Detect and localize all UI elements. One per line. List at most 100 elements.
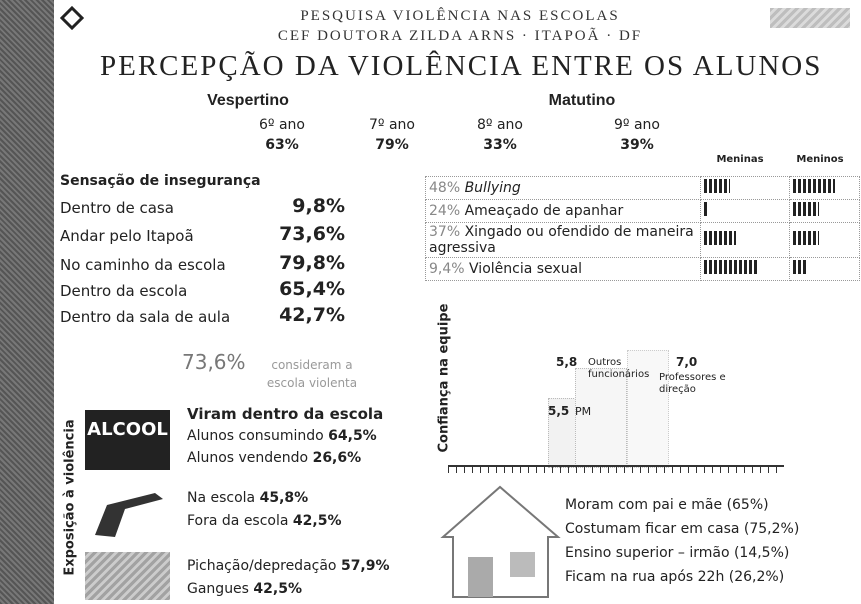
boys-icons: [793, 179, 835, 193]
exposure-line: Alunos vendendo 26,6%: [187, 450, 361, 466]
exposure-line-value: 57,9%: [341, 558, 390, 574]
exposure-line-label: Fora da escola: [187, 513, 288, 529]
graffiti-image: [85, 552, 170, 600]
shift-name: Matutino: [502, 92, 662, 110]
house-window: [510, 552, 535, 577]
side-strip: [0, 0, 54, 604]
trust-bar-value: 7,0: [676, 355, 697, 369]
trust-bar-label: Outros funcionários: [588, 357, 648, 381]
insecurity-title: Sensação de insegurança: [60, 173, 261, 189]
family-item: Moram com pai e mãe (65%): [565, 497, 769, 513]
shift-name: Vespertino: [168, 92, 328, 110]
table-header: Meninas: [700, 154, 780, 165]
table-cell: [701, 177, 790, 200]
exposure-line-value: 64,5%: [328, 428, 377, 444]
exposure-label: Exposição à violência: [63, 408, 78, 588]
violence-table: 48% Bullying 24% Ameaçado de apanhar 37%…: [425, 176, 860, 281]
insecurity-label: No caminho da escola: [60, 256, 226, 274]
family-item: Ensino superior – irmão (14,5%): [565, 545, 789, 561]
row-pct: 9,4%: [429, 261, 465, 277]
trust-bar-label: Professores e direção: [659, 372, 729, 396]
table-row: 37% Xingado ou ofendido de maneira agres…: [426, 223, 860, 258]
exposure-line: Gangues 42,5%: [187, 581, 302, 597]
exposure-line-label: Na escola: [187, 490, 255, 506]
table-cell: [789, 200, 859, 223]
row-pct: 37%: [429, 224, 460, 240]
table-cell: [789, 223, 859, 258]
exposure-line: Na escola 45,8%: [187, 490, 308, 506]
header-title: PESQUISA VIOLÊNCIA NAS ESCOLAS: [200, 8, 720, 25]
grade: 7º ano: [352, 117, 432, 133]
grade: 6º ano: [242, 117, 322, 133]
alcohol-image: ALCOOL: [85, 410, 170, 470]
table-row: 48% Bullying: [426, 177, 860, 200]
house-door: [468, 557, 493, 597]
exposure-line-label: Alunos consumindo: [187, 428, 324, 444]
body: PESQUISA VIOLÊNCIA NAS ESCOLAS CEF DOUTO…: [0, 0, 861, 604]
table-cell: 24% Ameaçado de apanhar: [426, 200, 701, 223]
exposure-line-label: Gangues: [187, 581, 249, 597]
logo-shape: [62, 8, 82, 28]
header-subtitle: CEF DOUTORA ZILDA ARNS · ITAPOÃ · DF: [200, 28, 720, 45]
row-label: Violência sexual: [469, 261, 582, 277]
house-image: [438, 482, 563, 600]
girls-icons: [704, 202, 709, 216]
trust-bar-value: 5,5: [548, 404, 569, 418]
table-cell: [789, 258, 859, 281]
main-title: PERCEPÇÃO DA VIOLÊNCIA ENTRE OS ALUNOS: [100, 50, 820, 83]
row-label: Bullying: [465, 180, 521, 196]
table-row: 9,4% Violência sexual: [426, 258, 860, 281]
house-shape: [443, 487, 558, 597]
exposure-line-value: 26,6%: [313, 450, 362, 466]
row-pct: 48%: [429, 180, 460, 196]
logo: [60, 6, 84, 30]
trust-bar: [575, 368, 627, 468]
gun-image: [85, 485, 170, 540]
exposure-line: Fora da escola 42,5%: [187, 513, 342, 529]
row-pct: 24%: [429, 203, 460, 219]
boys-icons: [793, 202, 819, 216]
grade: 8º ano: [460, 117, 540, 133]
table-cell: 9,4% Violência sexual: [426, 258, 701, 281]
grade-value: 39%: [597, 137, 677, 153]
exposure-line-label: Pichação/depredação: [187, 558, 337, 574]
trust-axis: [448, 465, 784, 473]
grade-value: 79%: [352, 137, 432, 153]
gun-shape: [95, 493, 163, 537]
alcohol-image-text: ALCOOL: [87, 419, 168, 440]
exposure-line-label: Alunos vendendo: [187, 450, 308, 466]
violent-school-text: consideram a escola violenta: [252, 356, 372, 392]
boys-icons: [793, 260, 807, 274]
trust-axis-label: Confiança na equipe: [437, 333, 452, 453]
page: Pesquisa Violência nas Escolas {"header"…: [0, 0, 861, 604]
table-row: 24% Ameaçado de apanhar: [426, 200, 860, 223]
exposure-line: Alunos consumindo 64,5%: [187, 428, 377, 444]
exposure-line-value: 45,8%: [260, 490, 309, 506]
exposure-group-title: Viram dentro da escola: [187, 405, 383, 423]
exposure-line-value: 42,5%: [293, 513, 342, 529]
table-cell: [789, 177, 859, 200]
table-cell: [701, 200, 790, 223]
exposure-line-value: 42,5%: [253, 581, 302, 597]
insecurity-label: Dentro da escola: [60, 282, 187, 300]
insecurity-value: 65,4%: [255, 278, 345, 300]
grade-value: 63%: [242, 137, 322, 153]
insecurity-value: 79,8%: [255, 252, 345, 274]
insecurity-value: 73,6%: [255, 223, 345, 245]
table-cell: 48% Bullying: [426, 177, 701, 200]
trust-bar-value: 5,8: [556, 355, 577, 369]
grade: 9º ano: [597, 117, 677, 133]
girls-icons: [704, 231, 736, 245]
family-item: Costumam ficar em casa (75,2%): [565, 521, 799, 537]
insecurity-label: Andar pelo Itapoã: [60, 227, 194, 245]
girls-icons: [704, 260, 759, 274]
insecurity-label: Dentro da sala de aula: [60, 308, 230, 326]
table-header: Meninos: [780, 154, 860, 165]
sponsor-logos: [770, 8, 850, 28]
girls-icons: [704, 179, 730, 193]
grade-value: 33%: [460, 137, 540, 153]
trust-bar-label: PM: [575, 405, 591, 418]
row-label: Ameaçado de apanhar: [465, 203, 624, 219]
insecurity-value: 42,7%: [255, 304, 345, 326]
table-cell: 37% Xingado ou ofendido de maneira agres…: [426, 223, 701, 258]
